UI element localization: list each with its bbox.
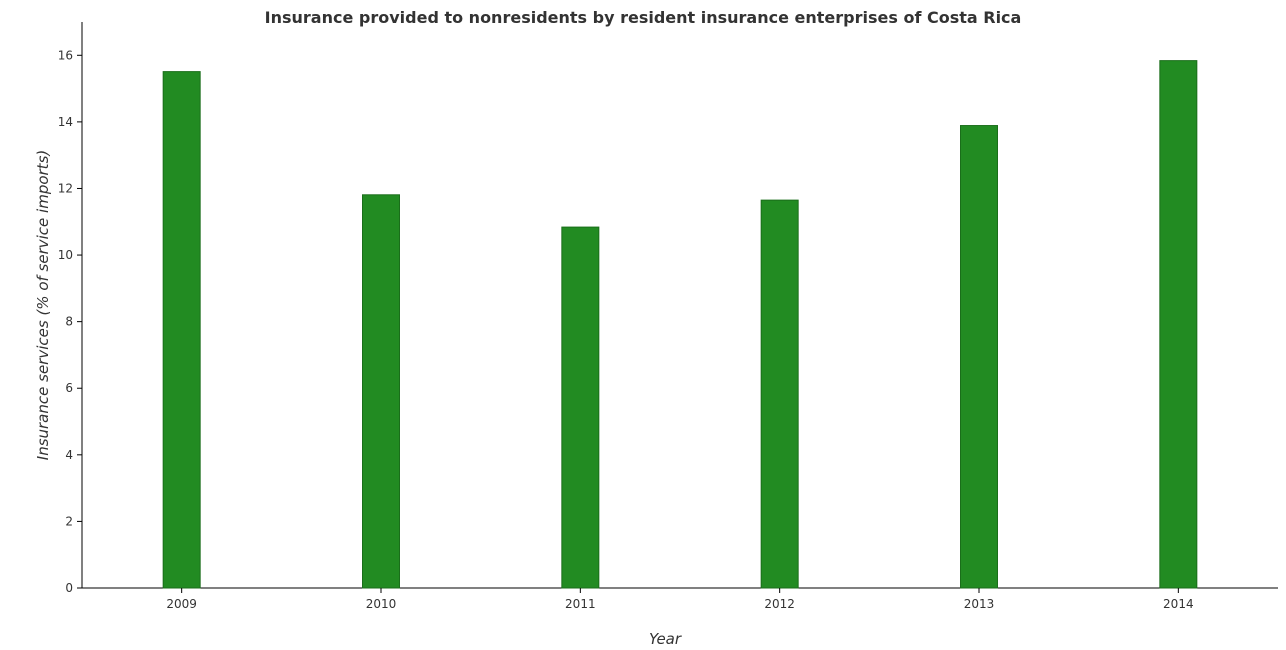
bar-2013 xyxy=(960,125,998,589)
bar-2011 xyxy=(561,226,600,589)
y-tick-label: 8 xyxy=(65,315,73,329)
chart-title: Insurance provided to nonresidents by re… xyxy=(264,8,1022,27)
y-tick-label: 16 xyxy=(58,48,73,62)
y-tick-label: 0 xyxy=(65,581,73,595)
x-tick-label: 2010 xyxy=(366,597,397,611)
bar-2014 xyxy=(1159,60,1198,589)
bar-2010 xyxy=(362,194,400,589)
plot-area: 0 2 4 6 8 10 12 14 16 2009 2010 2011 2012 2013 2014 xyxy=(58,22,1278,611)
x-tick-label: 2013 xyxy=(964,597,995,611)
x-tick-label: 2009 xyxy=(166,597,197,611)
y-tick-label: 14 xyxy=(58,115,73,129)
x-tick-label: 2011 xyxy=(565,597,596,611)
x-tick-label: 2014 xyxy=(1163,597,1194,611)
y-axis-label: Insurance services (% of service imports… xyxy=(34,150,52,460)
bar-2012 xyxy=(760,199,799,589)
x-tick-label: 2012 xyxy=(764,597,795,611)
bar-2009 xyxy=(162,71,201,589)
y-tick-label: 10 xyxy=(58,248,73,262)
y-tick-label: 12 xyxy=(58,181,73,195)
y-tick-label: 2 xyxy=(65,514,73,528)
y-tick-label: 6 xyxy=(65,381,73,395)
x-axis-label: Year xyxy=(649,630,682,648)
y-tick-label: 4 xyxy=(65,448,73,462)
